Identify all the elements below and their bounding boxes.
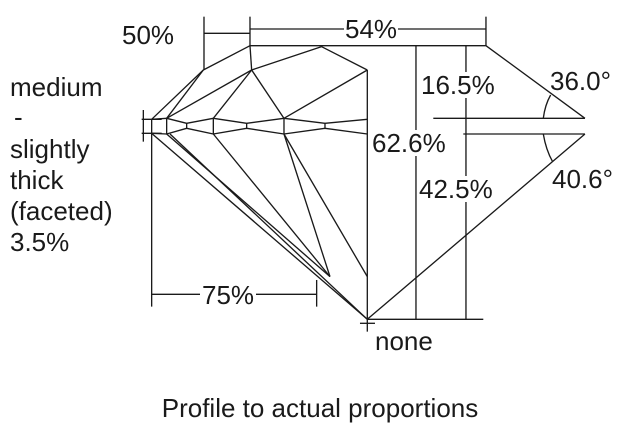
pavilion-angle-label: 40.6° [552, 164, 614, 194]
pavilion-depth-label: 42.5% [419, 174, 493, 204]
girdle-top-line [151, 117, 368, 124]
caption: Profile to actual proportions [161, 393, 479, 423]
crown-angle-arc [542, 94, 552, 119]
lower-half-label: 75% [200, 280, 257, 310]
girdle-label-2: - [14, 102, 23, 132]
table-percent-label: 54% [344, 14, 399, 44]
girdle-label-6: 3.5% [10, 227, 70, 257]
pavilion-angle-arc [542, 133, 554, 162]
girdle-label-4: thick [10, 165, 64, 195]
culet-label: none [375, 326, 433, 356]
girdle-label-3: slightly [10, 134, 90, 164]
crown-height-label: 16.5% [421, 70, 495, 100]
girdle-bottom-line [151, 127, 368, 135]
crown-facet [166, 69, 252, 119]
girdle-label-1: medium [10, 72, 103, 102]
total-depth-label: 62.6% [372, 128, 446, 158]
girdle-label-5: (faceted) [10, 196, 113, 226]
crown-outline [151, 44, 586, 120]
crown-facet [166, 69, 204, 119]
crown-angle-label: 36.0° [550, 66, 612, 96]
star-length-label: 50% [122, 20, 175, 50]
